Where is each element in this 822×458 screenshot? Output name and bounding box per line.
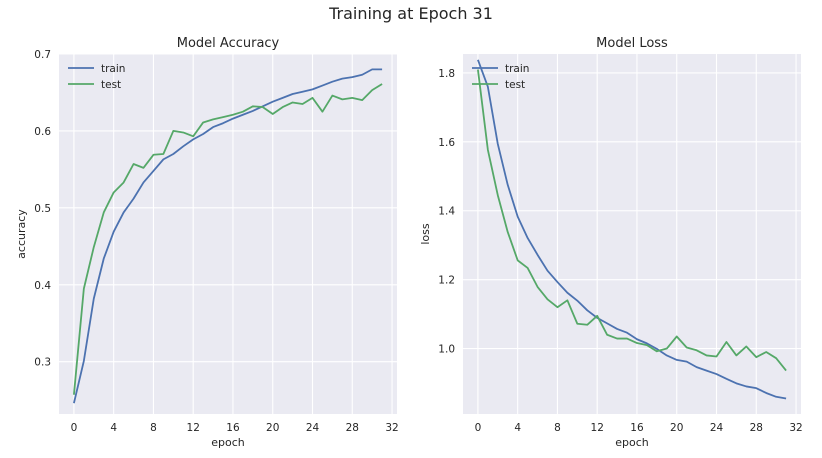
series-line-train [477, 59, 787, 400]
x-tick-label: 8 [150, 422, 157, 434]
x-tick-label: 4 [514, 422, 521, 434]
chart-title: Model Accuracy [177, 36, 280, 51]
x-tick-label: 20 [266, 422, 279, 434]
x-tick-label: 8 [554, 422, 561, 434]
series-line-train [73, 68, 383, 404]
plot-background [59, 54, 397, 414]
x-tick-label: 28 [750, 422, 763, 434]
x-axis-label: epoch [211, 436, 245, 449]
x-tick-label: 16 [630, 422, 644, 434]
y-tick-label: 0.5 [34, 203, 51, 215]
y-tick-label: 1.0 [438, 344, 455, 356]
x-tick-label: 32 [789, 422, 802, 434]
y-axis-label: accuracy [15, 209, 28, 259]
y-tick-label: 1.6 [438, 137, 455, 149]
figure-title: Training at Epoch 31 [329, 4, 493, 23]
legend-label-test: test [101, 79, 121, 91]
accuracy-chart: 0 4 8 12 16 20 24 28 32 0.3 0.4 0.5 0.6 0.7 Model Accu… [15, 36, 399, 449]
legend-label-train: train [505, 63, 529, 75]
series-line-test [73, 83, 383, 395]
legend-label-train: train [101, 63, 125, 75]
y-tick-label: 0.3 [34, 357, 51, 369]
legend-label-test: test [505, 79, 525, 91]
series-line-test [477, 69, 787, 372]
x-tick-label: 24 [306, 422, 320, 434]
x-tick-label: 12 [187, 422, 200, 434]
loss-chart: 0 4 8 12 16 20 24 28 32 1.0 1.2 1.4 1.6 1.8 Model Loss… [419, 36, 803, 449]
y-tick-label: 0.7 [34, 49, 51, 61]
x-tick-label: 28 [346, 422, 359, 434]
y-tick-label: 0.6 [34, 126, 51, 138]
x-tick-label: 20 [670, 422, 683, 434]
y-axis-label: loss [419, 223, 432, 245]
chart-title: Model Loss [596, 36, 668, 51]
x-tick-label: 24 [710, 422, 724, 434]
x-tick-label: 0 [475, 422, 482, 434]
x-tick-label: 4 [110, 422, 117, 434]
y-tick-label: 0.4 [34, 280, 51, 292]
x-tick-label: 12 [591, 422, 604, 434]
x-tick-label: 16 [226, 422, 240, 434]
y-tick-label: 1.8 [438, 68, 455, 80]
plot-background [463, 54, 801, 414]
x-axis-label: epoch [615, 436, 649, 449]
y-tick-label: 1.2 [438, 275, 455, 287]
x-tick-label: 0 [71, 422, 78, 434]
x-tick-label: 32 [385, 422, 398, 434]
y-tick-label: 1.4 [438, 206, 455, 218]
